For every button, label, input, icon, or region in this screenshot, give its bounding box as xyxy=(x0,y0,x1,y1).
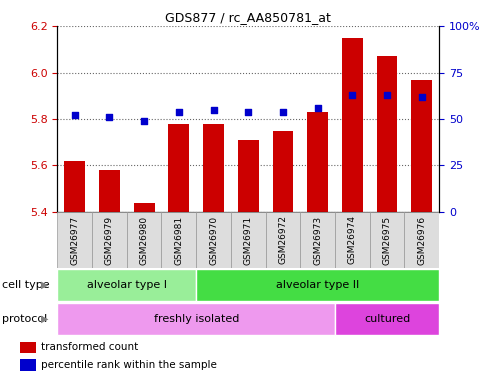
FancyBboxPatch shape xyxy=(57,303,335,335)
Text: ▶: ▶ xyxy=(41,280,49,290)
Point xyxy=(210,107,218,113)
FancyBboxPatch shape xyxy=(335,303,439,335)
Title: GDS877 / rc_AA850781_at: GDS877 / rc_AA850781_at xyxy=(165,11,331,24)
FancyBboxPatch shape xyxy=(404,212,439,268)
Text: GSM26972: GSM26972 xyxy=(278,216,287,264)
Point xyxy=(383,92,391,98)
Text: percentile rank within the sample: percentile rank within the sample xyxy=(41,360,217,370)
FancyBboxPatch shape xyxy=(196,212,231,268)
Bar xyxy=(342,38,363,212)
Text: ▶: ▶ xyxy=(41,314,49,324)
Point xyxy=(140,118,148,124)
FancyBboxPatch shape xyxy=(57,212,92,268)
Text: GSM26973: GSM26973 xyxy=(313,215,322,265)
FancyBboxPatch shape xyxy=(335,212,370,268)
Text: GSM26975: GSM26975 xyxy=(383,215,392,265)
Point xyxy=(175,109,183,115)
Text: GSM26977: GSM26977 xyxy=(70,215,79,265)
Bar xyxy=(272,130,293,212)
Text: GSM26979: GSM26979 xyxy=(105,215,114,265)
Text: GSM26980: GSM26980 xyxy=(140,215,149,265)
Bar xyxy=(169,124,189,212)
FancyBboxPatch shape xyxy=(196,269,439,301)
FancyBboxPatch shape xyxy=(127,212,162,268)
Text: alveolar type II: alveolar type II xyxy=(276,280,359,290)
Bar xyxy=(238,140,258,212)
Text: alveolar type I: alveolar type I xyxy=(87,280,167,290)
Bar xyxy=(377,56,398,212)
Text: cell type: cell type xyxy=(2,280,50,290)
FancyBboxPatch shape xyxy=(370,212,404,268)
Text: GSM26981: GSM26981 xyxy=(174,215,183,265)
Bar xyxy=(134,202,155,212)
Point xyxy=(279,109,287,115)
Bar xyxy=(99,170,120,212)
Bar xyxy=(19,359,36,371)
Point xyxy=(314,105,322,111)
Point xyxy=(244,109,252,115)
Bar xyxy=(64,161,85,212)
FancyBboxPatch shape xyxy=(300,212,335,268)
FancyBboxPatch shape xyxy=(162,212,196,268)
Text: GSM26970: GSM26970 xyxy=(209,215,218,265)
Text: GSM26971: GSM26971 xyxy=(244,215,253,265)
FancyBboxPatch shape xyxy=(57,269,196,301)
Point xyxy=(71,112,79,118)
Bar xyxy=(203,124,224,212)
Bar xyxy=(19,342,36,353)
Bar xyxy=(411,80,432,212)
FancyBboxPatch shape xyxy=(92,212,127,268)
Bar xyxy=(307,112,328,212)
Point xyxy=(418,94,426,100)
Text: cultured: cultured xyxy=(364,314,410,324)
FancyBboxPatch shape xyxy=(265,212,300,268)
Text: transformed count: transformed count xyxy=(41,342,138,352)
Text: GSM26976: GSM26976 xyxy=(417,215,426,265)
Point xyxy=(348,92,356,98)
FancyBboxPatch shape xyxy=(231,212,265,268)
Point xyxy=(105,114,113,120)
Text: protocol: protocol xyxy=(2,314,48,324)
Text: GSM26974: GSM26974 xyxy=(348,216,357,264)
Text: freshly isolated: freshly isolated xyxy=(154,314,239,324)
